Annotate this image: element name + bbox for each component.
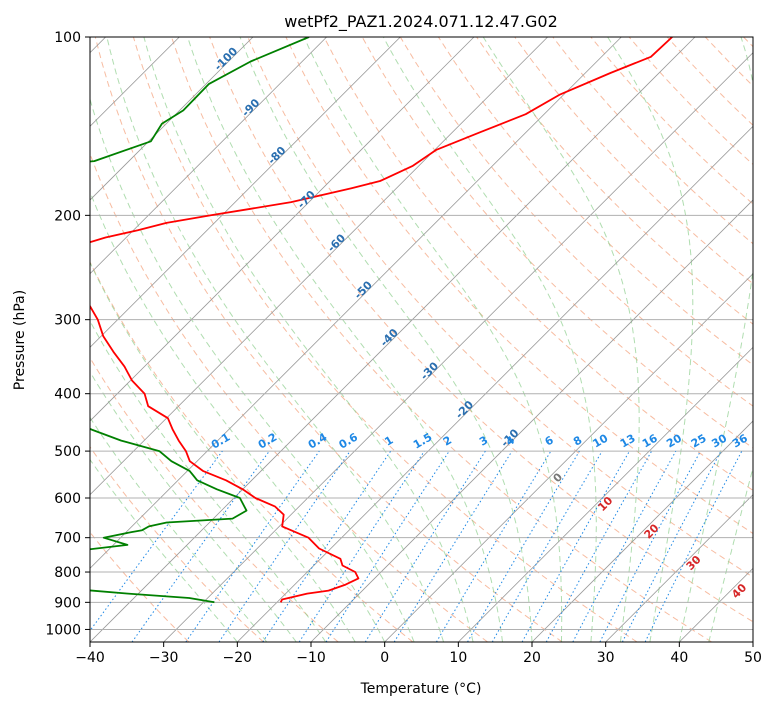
mixing-ratio-line <box>545 450 653 642</box>
isotherm-line <box>384 273 753 642</box>
dry-adiabat <box>90 260 414 642</box>
moist-adiabat <box>607 37 694 642</box>
y-tick-label: 800 <box>54 565 81 581</box>
chart-title: wetPf2_PAZ1.2024.071.12.47.G02 <box>284 12 558 32</box>
moist-adiabat <box>90 370 297 642</box>
moist-adiabat <box>303 37 563 642</box>
isotherm-line <box>90 37 548 496</box>
moist-adiabat <box>482 37 640 642</box>
moist-adiabat <box>143 37 474 642</box>
mixing-ratio-line <box>521 450 630 642</box>
mixing-ratio-line <box>325 450 450 642</box>
isotherm-line <box>531 420 753 642</box>
temperature-line <box>90 37 673 603</box>
moist-adiabat <box>708 466 753 642</box>
mixing-ratio-line <box>644 450 743 642</box>
dry-adiabat <box>171 37 712 642</box>
x-tick-label: 20 <box>523 650 541 666</box>
moist-adiabat <box>382 37 597 642</box>
x-tick-label: 0 <box>380 650 389 666</box>
moist-adiabat <box>106 37 445 642</box>
dry-adiabat <box>90 446 264 642</box>
isotherm-line <box>310 199 753 642</box>
dry-adiabat <box>285 37 753 535</box>
mixing-ratio-line <box>90 450 223 632</box>
x-tick-label: 30 <box>597 650 615 666</box>
x-tick-label: −30 <box>149 650 179 666</box>
mixing-ratio-line <box>185 450 320 642</box>
dry-adiabat <box>514 37 753 285</box>
moist-adiabat <box>678 37 753 642</box>
dry-adiabat <box>323 37 753 491</box>
mixing-ratio-line <box>393 450 513 642</box>
x-tick-label: 50 <box>744 650 762 666</box>
y-tick-label: 300 <box>54 313 81 329</box>
x-tick-label: 40 <box>670 650 688 666</box>
mixing-ratio-line <box>298 450 425 642</box>
isotherm-line <box>237 125 753 642</box>
dry-adiabat <box>94 37 563 642</box>
isotherm-line <box>90 37 475 422</box>
mixing-ratio-line <box>262 450 392 642</box>
y-tick-label: 500 <box>54 444 81 460</box>
y-tick-label: 700 <box>54 531 81 547</box>
isotherm-line <box>90 37 327 275</box>
dry-adiabat <box>476 37 753 325</box>
mixing-ratio-line <box>218 450 351 642</box>
dry-adiabat <box>247 37 753 578</box>
background-lines <box>90 37 753 642</box>
x-axis-label: Temperature (°C) <box>360 681 482 697</box>
x-tick-label: −10 <box>296 650 326 666</box>
x-tick-label: −40 <box>75 650 105 666</box>
mixing-ratio-line <box>572 450 677 642</box>
dry-adiabat <box>90 356 339 642</box>
isotherm-line <box>458 346 753 642</box>
isotherm-line <box>605 494 753 642</box>
y-tick-label: 1000 <box>45 622 81 638</box>
isotherm-line <box>90 37 401 348</box>
y-tick-label: 600 <box>54 491 81 507</box>
moist-adiabat <box>239 37 533 642</box>
moist-adiabat <box>90 320 327 642</box>
axis-ticks: −40 −30 −20 −10 0 10 20 30 40 50 100 200 300 400 500 60… <box>45 30 762 666</box>
y-tick-label: 400 <box>54 387 81 403</box>
dry-adiabat <box>209 37 753 623</box>
x-tick-label: −20 <box>223 650 253 666</box>
y-tick-label: 100 <box>54 30 81 46</box>
moist-adiabat <box>90 190 386 642</box>
isotherm-line <box>163 52 753 642</box>
plot-frame <box>89 36 754 643</box>
moist-adiabat <box>90 416 268 642</box>
dry-adiabat <box>132 37 638 642</box>
moist-adiabat <box>187 37 503 642</box>
y-tick-label: 900 <box>54 595 81 611</box>
isotherm-line <box>90 37 696 642</box>
x-tick-label: 10 <box>449 650 467 666</box>
y-tick-label: 200 <box>54 208 81 224</box>
mixing-ratio-line <box>131 450 270 642</box>
sounding-traces <box>90 37 673 604</box>
y-axis-label: Pressure (hPa) <box>12 290 28 390</box>
